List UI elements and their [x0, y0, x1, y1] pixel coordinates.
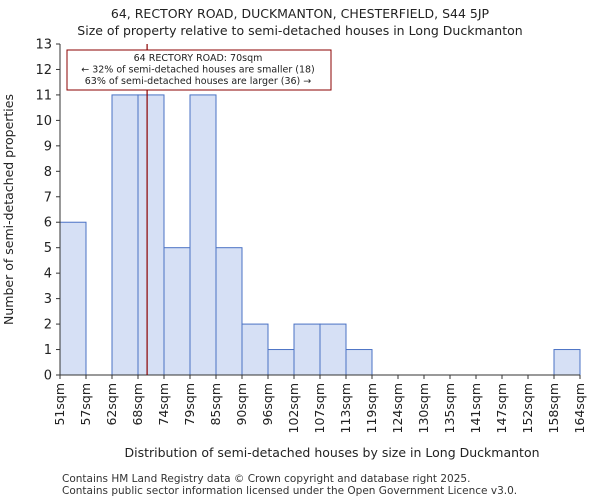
x-tick-label: 79sqm	[182, 383, 197, 426]
y-tick-label: 8	[44, 165, 52, 180]
bar	[267, 349, 295, 376]
x-tick-label: 85sqm	[208, 383, 223, 426]
x-tick-label: 164sqm	[572, 383, 587, 433]
x-tick-label: 147sqm	[494, 383, 509, 433]
x-tick-label: 124sqm	[390, 383, 405, 433]
y-tick-label: 0	[44, 369, 52, 384]
bar	[293, 323, 321, 376]
bar	[163, 247, 191, 376]
bar	[345, 349, 373, 376]
x-tick-label: 96sqm	[260, 383, 275, 426]
annotation-text: 64 RECTORY ROAD: 70sqm	[134, 53, 263, 64]
y-tick-label: 4	[44, 267, 52, 282]
y-tick-label: 7	[44, 190, 52, 205]
bar	[553, 349, 581, 376]
bar	[215, 247, 243, 376]
x-tick-label: 74sqm	[156, 383, 171, 426]
bar	[59, 221, 87, 376]
x-tick-label: 113sqm	[338, 383, 353, 433]
bar	[189, 94, 217, 376]
y-tick-label: 12	[35, 63, 52, 78]
x-tick-label: 62sqm	[104, 383, 119, 426]
y-tick-label: 2	[44, 318, 52, 333]
bar	[241, 323, 269, 376]
x-tick-label: 152sqm	[520, 383, 535, 433]
x-tick-label: 57sqm	[78, 383, 93, 426]
bar	[319, 323, 347, 376]
x-tick-label: 51sqm	[52, 383, 67, 426]
bar	[111, 94, 139, 376]
y-tick-label: 10	[35, 114, 52, 129]
y-tick-label: 5	[44, 241, 52, 256]
y-tick-label: 9	[44, 139, 52, 154]
y-tick-label: 6	[44, 216, 52, 231]
y-tick-label: 3	[44, 292, 52, 307]
y-axis-label: Number of semi-detached properties	[1, 94, 16, 325]
bar	[137, 94, 165, 376]
footer-licence: Contains public sector information licen…	[62, 485, 518, 497]
x-tick-label: 141sqm	[468, 383, 483, 433]
x-tick-label: 90sqm	[234, 383, 249, 426]
x-tick-label: 119sqm	[364, 383, 379, 433]
x-tick-label: 68sqm	[130, 383, 145, 426]
annotation-text: 63% of semi-detached houses are larger (…	[85, 76, 312, 87]
y-tick-label: 1	[44, 343, 52, 358]
chart-title: 64, RECTORY ROAD, DUCKMANTON, CHESTERFIE…	[110, 6, 490, 21]
x-tick-label: 130sqm	[416, 383, 431, 433]
x-tick-label: 102sqm	[286, 383, 301, 433]
footer-copyright: Contains HM Land Registry data © Crown c…	[62, 473, 471, 485]
x-tick-label: 158sqm	[546, 383, 561, 433]
chart-subtitle: Size of property relative to semi-detach…	[77, 23, 523, 38]
x-tick-label: 135sqm	[442, 383, 457, 433]
x-axis-label: Distribution of semi-detached houses by …	[124, 445, 539, 460]
annotation-text: ← 32% of semi-detached houses are smalle…	[81, 65, 315, 76]
y-tick-label: 11	[35, 88, 52, 103]
y-tick-label: 13	[35, 38, 52, 53]
x-tick-label: 107sqm	[312, 383, 327, 433]
annotation-box	[66, 49, 332, 91]
